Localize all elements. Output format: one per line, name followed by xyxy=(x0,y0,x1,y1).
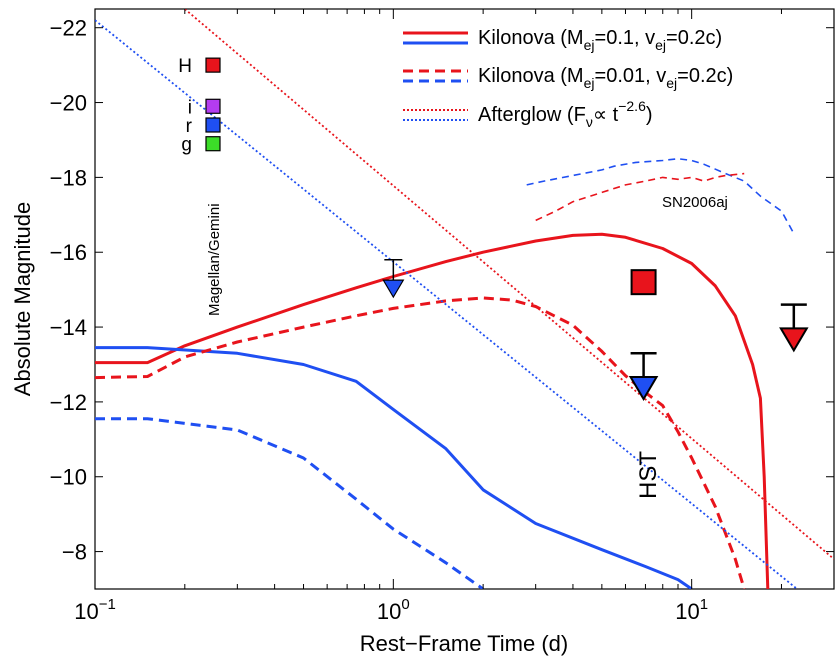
y-tick-label: −10 xyxy=(50,465,87,490)
x-tick-label: 100 xyxy=(377,596,410,624)
series-line-3 xyxy=(95,417,484,589)
series-line-7 xyxy=(535,172,745,222)
x-axis-title: Rest−Frame Time (d) xyxy=(360,631,568,656)
series-line-1 xyxy=(95,346,693,589)
y-tick-label: −16 xyxy=(50,240,87,265)
late-red-triangle xyxy=(779,327,809,353)
gemini-label: Magellan/Gemini xyxy=(206,203,223,316)
x-axis: 10−1 100 101 xyxy=(74,9,835,624)
legend-label-solid: Kilonova (Mej=0.1, vej=0.2c) xyxy=(478,27,722,53)
swatch-label-g: g xyxy=(181,135,192,156)
series-line-0 xyxy=(95,232,770,589)
y-axis: −22 −20 −18 −16 −14 −12 −10 −8 xyxy=(50,16,834,565)
legend: Kilonova (Mej=0.1, vej=0.2c) Kilonova (M… xyxy=(392,20,822,132)
swatch-g xyxy=(205,136,221,152)
y-axis-title: Absolute Magnitude xyxy=(10,202,35,396)
hst-blue-triangle xyxy=(628,376,659,402)
hst-label: HST xyxy=(635,451,662,499)
swatch-label-r: r xyxy=(186,116,193,137)
legend-label-dashed: Kilonova (Mej=0.01, vej=0.2c) xyxy=(478,65,733,91)
swatch-H xyxy=(205,57,221,73)
marker-layer xyxy=(382,258,809,402)
x-tick-label: 10−1 xyxy=(74,596,116,624)
swatch-r xyxy=(205,117,221,133)
early-blue-triangle xyxy=(382,279,405,299)
y-tick-label: −14 xyxy=(50,315,87,340)
y-tick-label: −8 xyxy=(62,540,87,565)
swatch-label-H: H xyxy=(178,56,192,77)
y-tick-label: −20 xyxy=(50,91,87,116)
y-tick-label: −12 xyxy=(50,390,87,415)
y-tick-label: −22 xyxy=(50,16,87,41)
y-tick-label: −18 xyxy=(50,165,87,190)
legend-label-dotted: Afterglow (Fν∝ t−2.6) xyxy=(478,98,653,130)
legend-box xyxy=(392,20,822,132)
sn2006aj-label: SN2006aj xyxy=(662,194,728,211)
hst-red-square xyxy=(630,269,657,296)
swatch-label-i: i xyxy=(188,97,192,118)
x-tick-label: 101 xyxy=(675,596,708,624)
swatch-i xyxy=(205,98,221,114)
